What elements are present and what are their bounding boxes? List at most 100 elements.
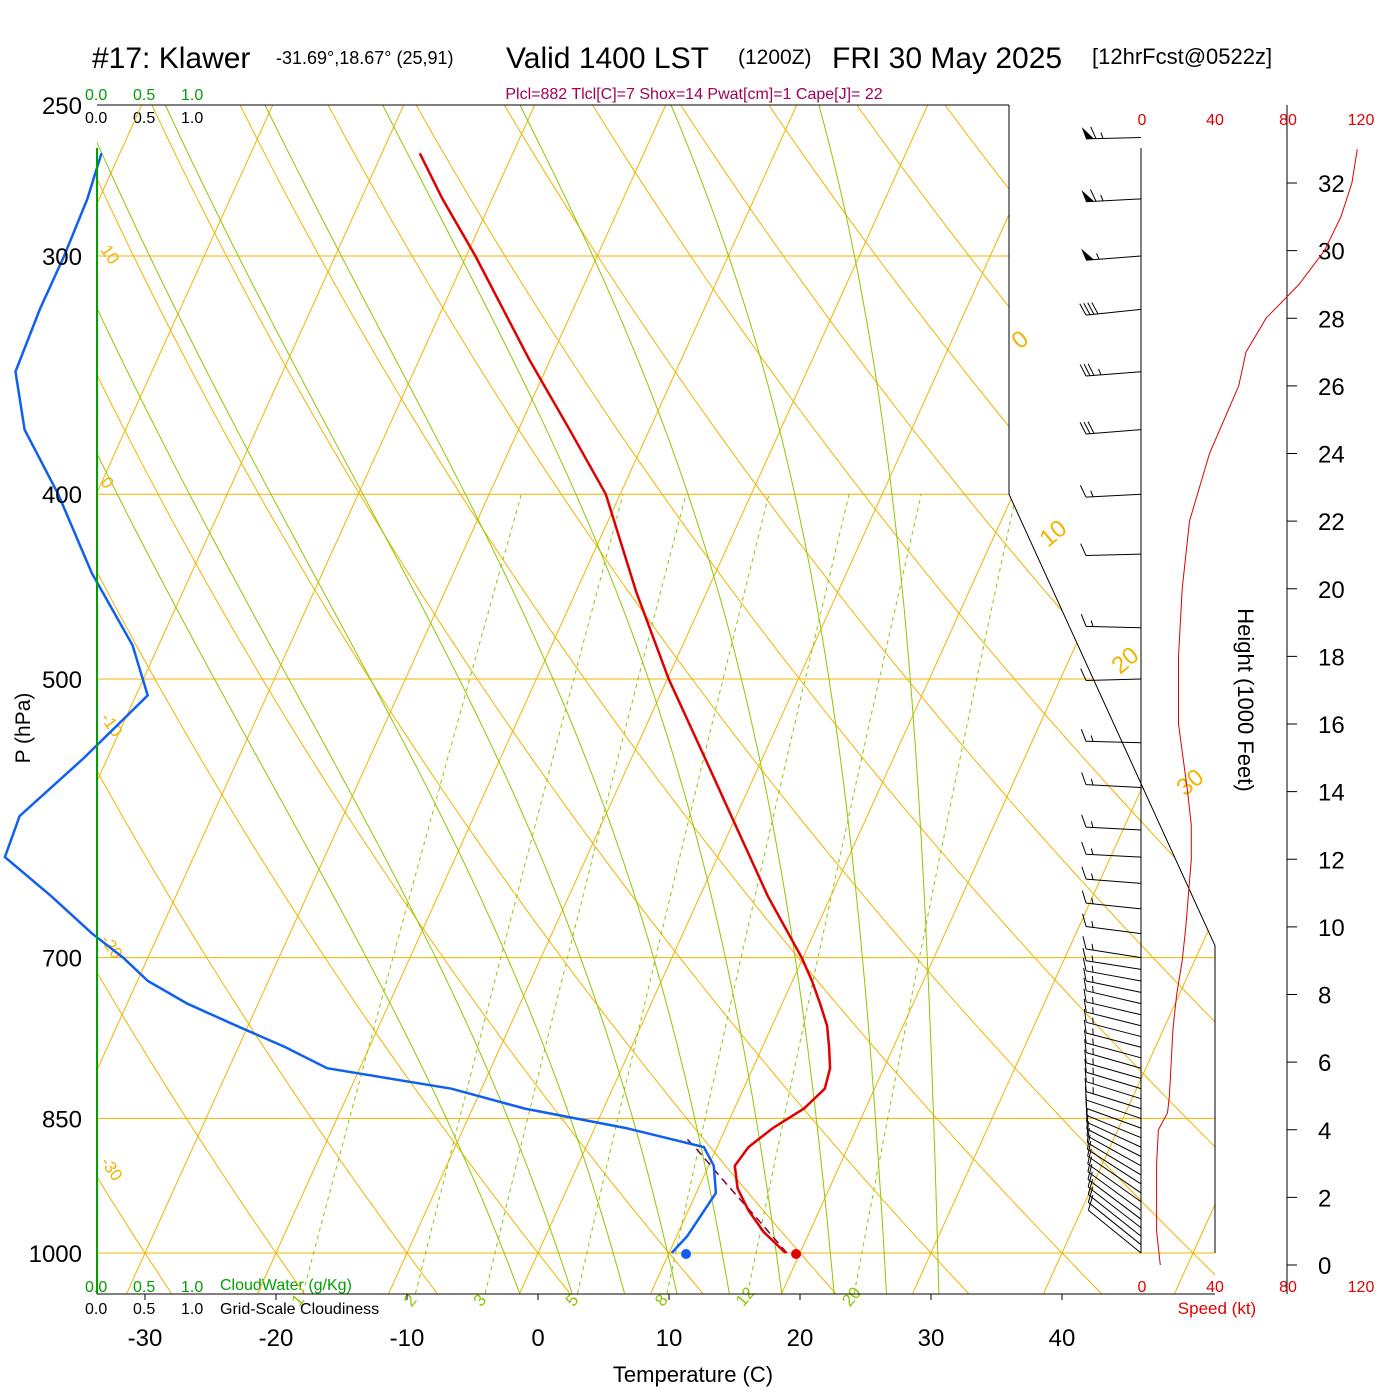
wind-barb bbox=[1084, 1058, 1142, 1090]
station-coords: -31.69°,18.67° (25,91) bbox=[276, 48, 454, 68]
barb-staff bbox=[1086, 1062, 1142, 1079]
wind-barb bbox=[1082, 936, 1142, 959]
dry-adiabat bbox=[222, 105, 1102, 1294]
x-axis-title: Temperature (C) bbox=[613, 1362, 773, 1387]
barb-staff bbox=[1087, 1155, 1142, 1194]
wind-speed-profile bbox=[1156, 149, 1358, 1266]
barb-staff bbox=[1085, 784, 1142, 789]
barb-staff bbox=[1087, 1194, 1142, 1237]
moist-adiabat bbox=[670, 105, 887, 1294]
moist-adiabat bbox=[97, 105, 521, 1294]
moist-adiabat bbox=[164, 105, 678, 1294]
wind-barb bbox=[1082, 957, 1142, 982]
barb-half bbox=[1091, 975, 1094, 983]
barb-half bbox=[1091, 921, 1094, 928]
barb-staff bbox=[1087, 1178, 1142, 1220]
barb-full bbox=[1083, 977, 1087, 991]
height-axis-title: Height (1000 Feet) bbox=[1233, 608, 1258, 791]
barb-staff bbox=[1086, 1128, 1142, 1157]
height-tick-label: 26 bbox=[1318, 374, 1345, 401]
barb-half bbox=[1092, 985, 1094, 993]
pressure-tick-label: 850 bbox=[42, 1106, 82, 1133]
wind-barb bbox=[1081, 772, 1142, 789]
wind-barb bbox=[1084, 1078, 1142, 1110]
pressure-tick-label: 250 bbox=[42, 93, 82, 120]
barb-full bbox=[1087, 1141, 1092, 1157]
barb-half bbox=[1091, 965, 1094, 973]
barb-full bbox=[1083, 1019, 1087, 1034]
cloudiness-tick: 0.0 bbox=[85, 110, 107, 127]
cloudiness-label: Grid-Scale Cloudiness bbox=[220, 1301, 379, 1318]
barb-staff bbox=[1086, 1135, 1142, 1167]
barb-staff bbox=[1085, 429, 1142, 435]
barb-staff bbox=[1086, 990, 1142, 1005]
isotherm-line bbox=[0, 71, 26, 1293]
wind-barb bbox=[1083, 977, 1142, 1005]
speed-tick-label-bottom: 0 bbox=[1138, 1279, 1147, 1296]
moist-adiabat bbox=[519, 105, 835, 1294]
height-tick-label: 24 bbox=[1318, 442, 1345, 469]
dry-adiabat bbox=[397, 105, 1215, 1294]
barb-half bbox=[1090, 620, 1094, 627]
cloud-water-scale-top: 0.0 0.5 1.0 0.0 0.5 1.0 bbox=[85, 87, 203, 127]
dry-adiabat bbox=[97, 105, 438, 1294]
barb-staff bbox=[1088, 1201, 1142, 1246]
barb-flag bbox=[1081, 127, 1095, 139]
height-tick-label: 4 bbox=[1318, 1118, 1331, 1145]
isotherm-line bbox=[97, 105, 420, 1294]
barb-staff bbox=[1086, 1071, 1142, 1090]
isotherm-line bbox=[97, 105, 551, 1294]
barb-full bbox=[1083, 421, 1091, 434]
isotherm-label: 10 bbox=[97, 241, 123, 267]
barb-full bbox=[1087, 421, 1095, 434]
barb-full bbox=[1087, 1156, 1093, 1172]
height-tick-label: 14 bbox=[1318, 780, 1345, 807]
cloudiness-tick: 0.0 bbox=[85, 1301, 107, 1318]
barb-staff bbox=[1086, 1011, 1142, 1027]
temperature-tick-label: 20 bbox=[787, 1325, 814, 1352]
speed-tick-label-top: 120 bbox=[1348, 112, 1375, 129]
speed-tick-label-bottom: 80 bbox=[1279, 1279, 1297, 1296]
temperature-tick-label: -20 bbox=[259, 1325, 294, 1352]
cloud-water-scale-bottom: 0.0 0.5 1.0 CloudWater (g/Kg) 0.0 0.5 1.… bbox=[85, 1277, 379, 1318]
wind-barb bbox=[1081, 814, 1142, 831]
height-tick-label: 18 bbox=[1318, 644, 1345, 671]
wind-barb bbox=[1080, 728, 1142, 744]
height-tick-label: 8 bbox=[1318, 983, 1331, 1010]
speed-tick-label-top: 40 bbox=[1206, 112, 1224, 129]
isotherm-line bbox=[1043, 105, 1215, 1294]
speed-tick-label-bottom: 40 bbox=[1206, 1279, 1224, 1296]
barb-full bbox=[1084, 1068, 1087, 1082]
barb-staff bbox=[1085, 960, 1142, 970]
barb-full bbox=[1083, 967, 1087, 982]
isotherm-line bbox=[650, 105, 1206, 1294]
cloudiness-tick: 1.0 bbox=[181, 110, 203, 127]
sounding-indices: Plcl=882 Tlcl[C]=7 Shox=14 Pwat[cm]=1 Ca… bbox=[505, 86, 882, 103]
barb-staff bbox=[1086, 1114, 1142, 1139]
wind-barb bbox=[1083, 967, 1142, 993]
dry-adiabat bbox=[135, 105, 969, 1294]
barb-full bbox=[1084, 1058, 1087, 1073]
wind-barb bbox=[1080, 543, 1142, 557]
barb-full bbox=[1080, 728, 1087, 742]
barb-full bbox=[1084, 1078, 1087, 1092]
barb-full bbox=[1080, 614, 1087, 627]
pressure-tick-label: 300 bbox=[42, 244, 82, 271]
barb-staff bbox=[1085, 493, 1142, 498]
mixing-ratio-label: 12 bbox=[732, 1283, 759, 1310]
temperature-tick-label: 10 bbox=[656, 1325, 683, 1352]
wind-barb bbox=[1079, 302, 1142, 316]
surface-temperature-dot bbox=[791, 1249, 802, 1259]
dry-adiabat bbox=[0, 71, 39, 1293]
barb-half bbox=[1090, 848, 1094, 855]
wind-barb bbox=[1084, 1086, 1142, 1119]
barb-staff bbox=[1086, 1121, 1142, 1148]
barb-full bbox=[1080, 543, 1087, 556]
height-tick-label: 6 bbox=[1318, 1050, 1331, 1077]
barb-half bbox=[1091, 943, 1094, 951]
wind-barb bbox=[1086, 1121, 1142, 1167]
wind-speed-panel: 0246810121416182022242628303200404080801… bbox=[1138, 105, 1375, 1296]
barb-full bbox=[1084, 1049, 1087, 1063]
barb-staff bbox=[1085, 255, 1142, 261]
